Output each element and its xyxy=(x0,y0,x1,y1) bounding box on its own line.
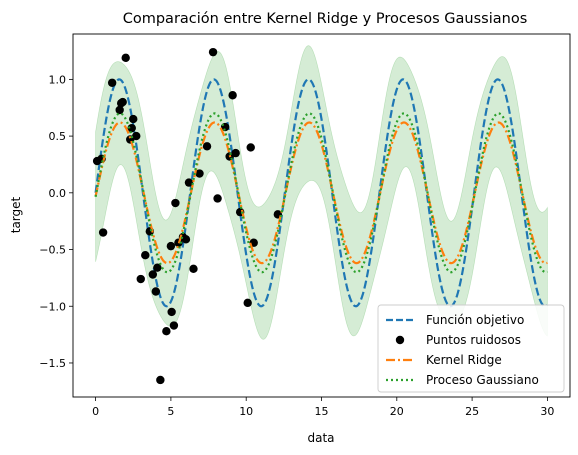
series-line-kernel-ridge xyxy=(94,121,548,265)
x-tick-label: 25 xyxy=(465,405,479,418)
y-tick-label: −1.0 xyxy=(39,300,66,313)
y-axis-label: target xyxy=(9,196,23,233)
noisy-point xyxy=(107,78,117,87)
y-tick-label: 1.0 xyxy=(49,73,67,86)
x-tick-label: 5 xyxy=(167,405,174,418)
plot-area xyxy=(92,45,549,385)
noisy-point xyxy=(195,169,204,178)
x-tick-label: 30 xyxy=(540,405,554,418)
x-axis: 0 5 10 15 20 25 30 xyxy=(92,397,554,418)
noisy-point xyxy=(213,194,222,203)
chart-title: Comparación entre Kernel Ridge y Proceso… xyxy=(123,11,528,27)
noisy-point xyxy=(231,148,240,158)
y-tick-label: 0.5 xyxy=(49,130,67,143)
noisy-point xyxy=(132,131,141,141)
noisy-point xyxy=(169,321,179,330)
legend-swatch-points xyxy=(395,335,405,345)
series-line-target xyxy=(94,78,549,308)
noisy-point xyxy=(189,264,198,274)
noisy-point xyxy=(98,228,108,237)
noisy-point xyxy=(202,142,212,151)
x-tick-label: 15 xyxy=(315,405,329,418)
noisy-point xyxy=(243,298,252,308)
legend-label-target: Función objetivo xyxy=(426,313,524,327)
noisy-point xyxy=(167,307,176,317)
noisy-point xyxy=(115,105,124,115)
y-tick-label: −0.5 xyxy=(39,244,66,257)
noisy-point xyxy=(171,198,180,208)
noisy-point xyxy=(162,327,171,336)
gp-confidence-band xyxy=(95,45,548,340)
y-tick-label: 0.0 xyxy=(49,187,67,200)
legend-label-gp: Proceso Gaussiano xyxy=(426,373,539,387)
noisy-point xyxy=(141,251,150,260)
noisy-point xyxy=(153,263,162,272)
noisy-point xyxy=(148,270,158,279)
noisy-point xyxy=(184,178,194,187)
noisy-point xyxy=(246,143,255,152)
noisy-point xyxy=(166,241,176,251)
legend-label-points: Puntos ruidosos xyxy=(426,333,521,347)
noisy-point xyxy=(181,235,191,244)
legend: Función objetivo Puntos ruidosos Kernel … xyxy=(377,304,565,393)
y-tick-label: −1.5 xyxy=(39,357,66,370)
legend-label-kernel-ridge: Kernel Ridge xyxy=(426,353,502,367)
noisy-point xyxy=(151,287,161,296)
x-tick-label: 20 xyxy=(390,405,404,418)
x-axis-label: data xyxy=(307,431,334,445)
noisy-point xyxy=(136,274,145,284)
noisy-point xyxy=(156,375,165,385)
noisy-point xyxy=(129,114,138,124)
noisy-point xyxy=(118,97,127,107)
legend-box xyxy=(377,304,565,393)
y-axis: −1.5 −1.0 −0.5 0.0 0.5 1.0 xyxy=(39,73,73,370)
noisy-point xyxy=(208,47,218,57)
series-line-gp xyxy=(94,112,548,274)
noisy-point xyxy=(228,91,237,100)
noisy-point xyxy=(121,53,130,63)
x-tick-label: 0 xyxy=(92,405,99,418)
x-tick-label: 10 xyxy=(239,405,253,418)
noisy-point xyxy=(127,123,136,133)
